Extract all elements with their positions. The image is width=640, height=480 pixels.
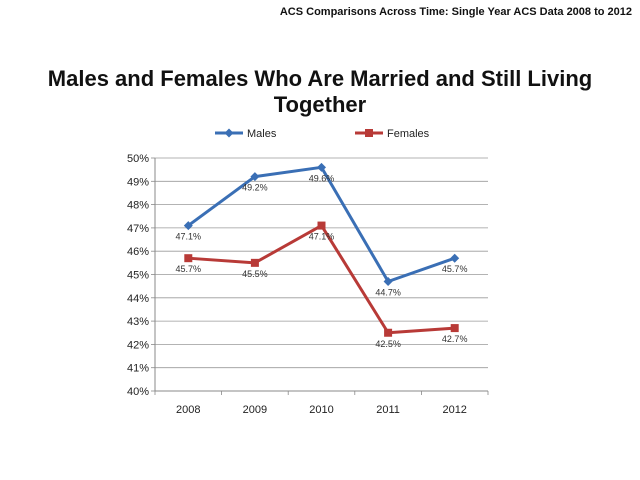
legend-marker-males [224,128,234,138]
data-label-males: 49.6% [309,173,335,183]
data-point-males [450,253,460,263]
y-tick-label: 44% [127,293,149,305]
y-tick-label: 47% [127,223,149,235]
data-point-males [250,172,260,182]
data-point-males [383,276,393,286]
axes [151,157,489,395]
data-label-females: 47.1% [309,232,335,242]
series-line-females [188,224,455,335]
data-label-females: 45.7% [176,264,202,274]
y-tick-label: 50% [127,153,149,165]
data-label-males: 45.7% [442,264,468,274]
legend: Males Females [215,128,430,140]
x-tick-label: 2010 [309,404,333,416]
y-tick-labels: 40% 41% 42% 43% 44% 45% 46% 47% 48% 49% 50% [127,153,149,398]
y-tick-label: 42% [127,339,149,351]
data-label-males: 44.7% [375,287,401,297]
x-tick-label: 2009 [243,404,267,416]
legend-label-females: Females [387,128,430,140]
y-tick-label: 41% [127,363,149,375]
y-tick-label: 46% [127,246,149,258]
x-tick-labels: 2008 2009 2010 2011 2012 [176,404,467,416]
x-tick-label: 2008 [176,404,200,416]
y-tick-label: 45% [127,270,149,282]
data-labels: 47.1% 49.2% 49.6% 44.7% 45.7% 45.7% 45.5% 47.1%… [176,173,468,348]
y-tick-label: 48% [127,200,149,212]
series-group [183,162,460,337]
data-point-females [384,328,393,337]
data-label-males: 47.1% [176,232,202,242]
gridlines [155,157,488,392]
data-label-females: 42.7% [442,334,468,344]
data-point-females [184,254,193,263]
data-point-males [317,162,326,172]
y-tick-label: 43% [127,316,149,328]
data-point-females [450,324,459,333]
data-label-males: 49.2% [242,183,268,193]
y-tick-label: 49% [127,176,149,188]
header-note: ACS Comparisons Across Time: Single Year… [279,6,632,18]
data-point-females [317,221,326,230]
data-point-females [250,258,259,267]
y-tick-label: 40% [127,386,149,398]
data-point-males [183,221,193,231]
x-tick-label: 2012 [442,404,466,416]
x-tick-label: 2011 [376,404,400,416]
chart-title: Males and Females Who Are Married and St… [47,66,593,117]
legend-label-males: Males [247,128,277,140]
data-label-females: 45.5% [242,269,268,279]
legend-marker-females [365,129,373,137]
data-label-females: 42.5% [375,339,401,349]
